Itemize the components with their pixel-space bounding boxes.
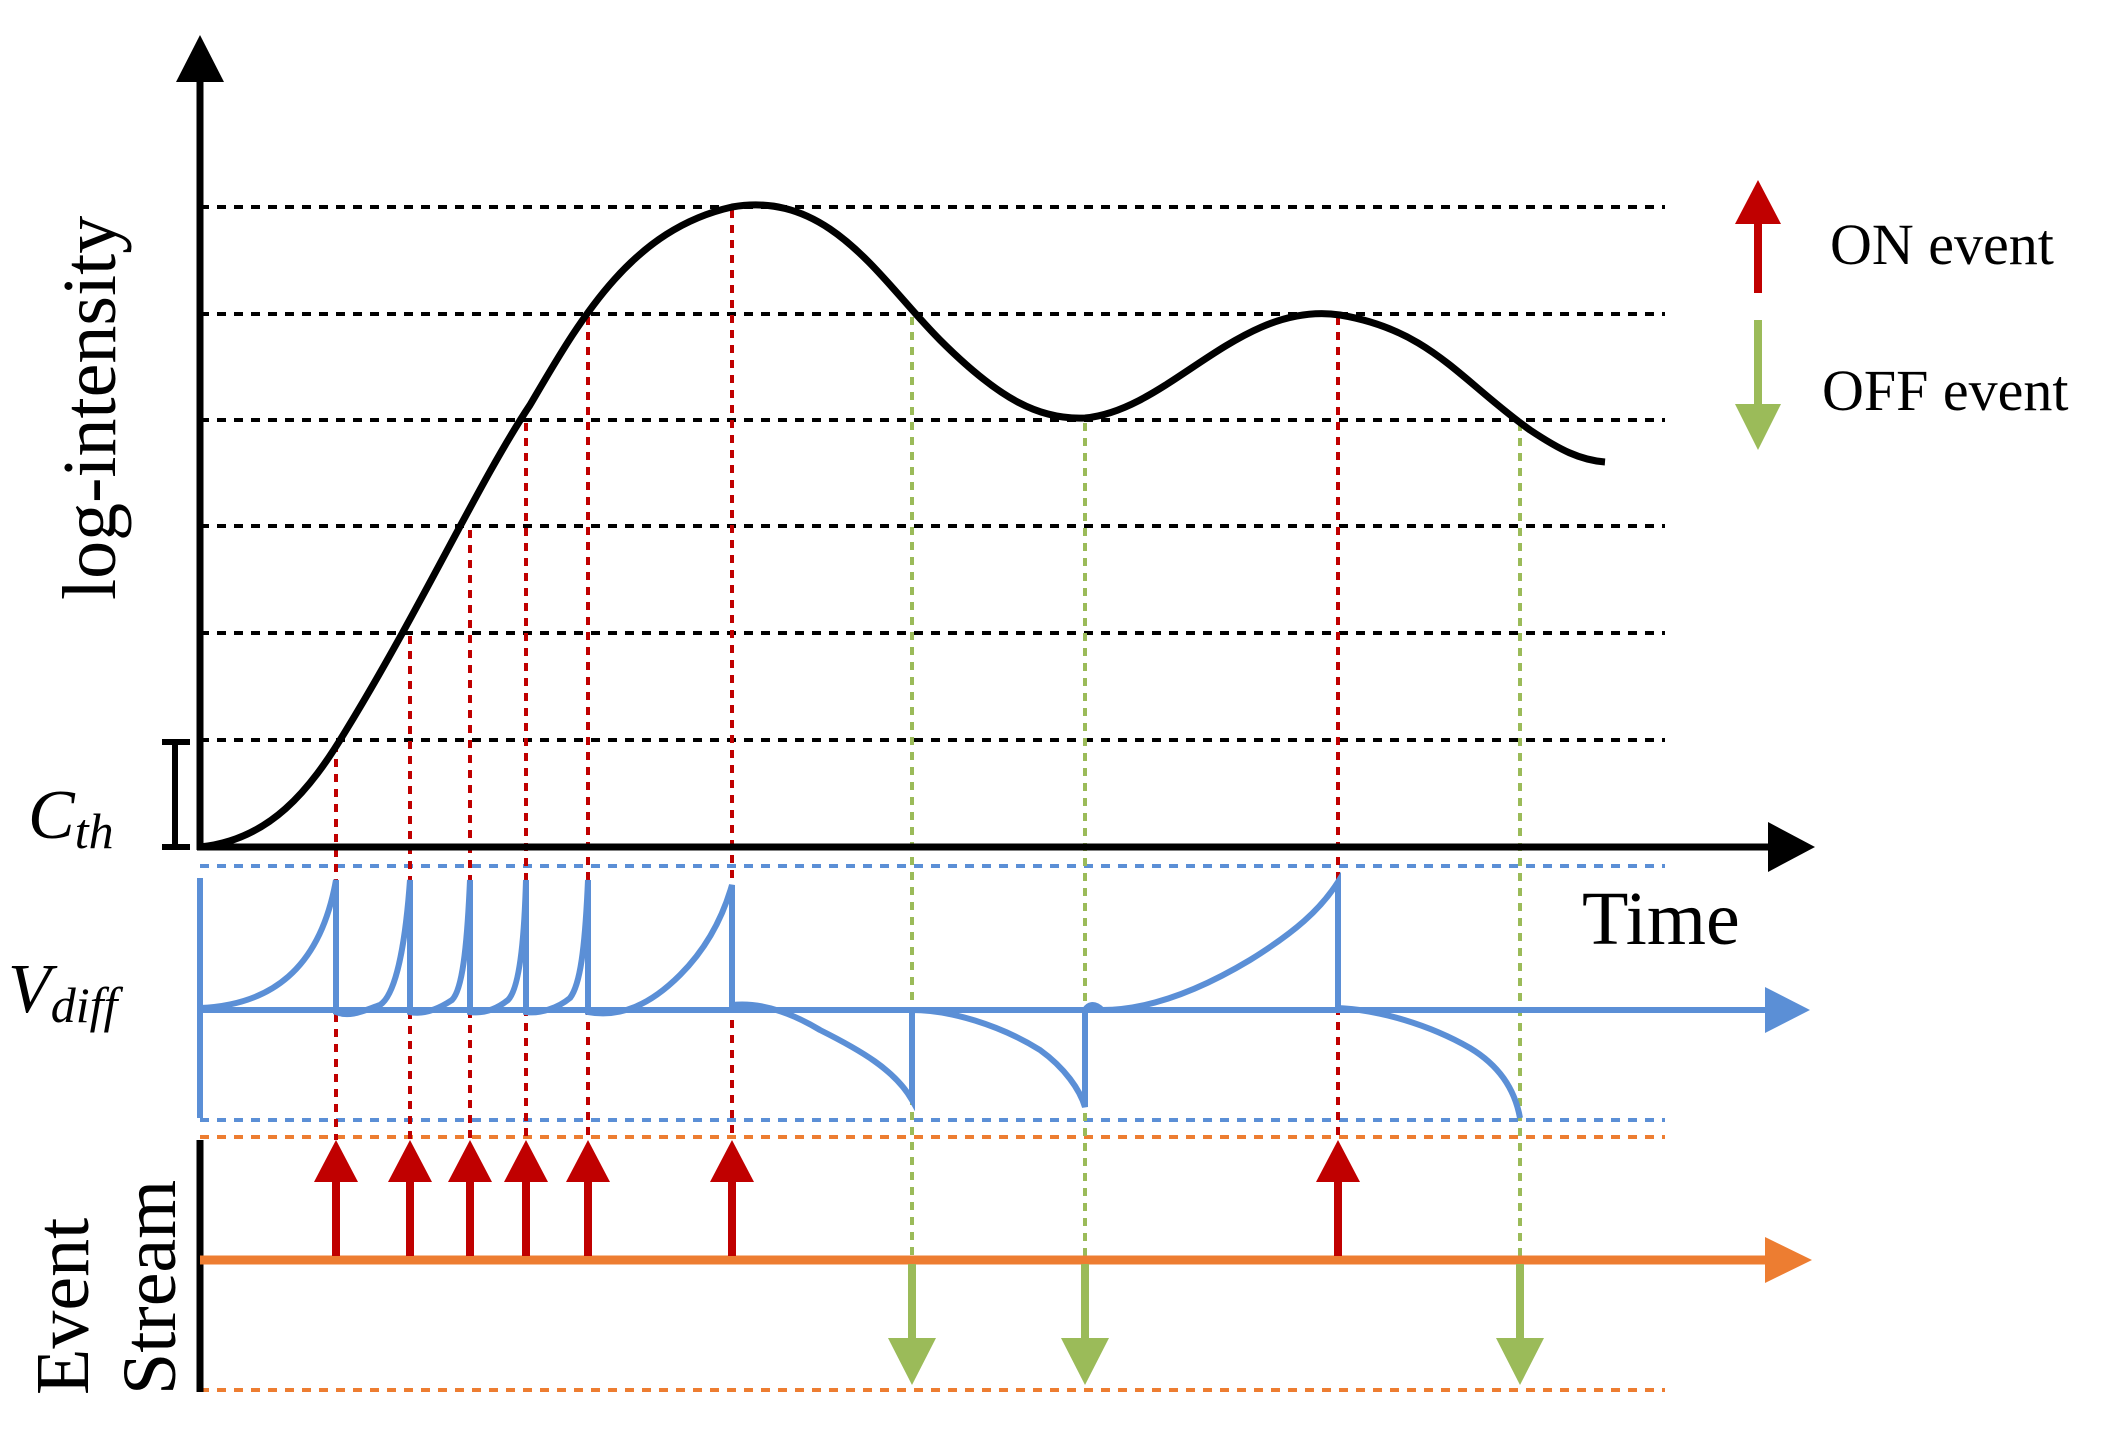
legend-on-label: ON event xyxy=(1830,212,2054,277)
y-axis-label: log-intensity xyxy=(48,216,132,600)
vdiff-label-main: V xyxy=(8,951,58,1028)
legend-on-arrow xyxy=(1735,180,1781,293)
vdiff-waveform xyxy=(199,871,1523,1119)
vdiff-label-sub: diff xyxy=(51,977,124,1033)
off-drop-lines xyxy=(910,317,1522,1345)
threshold-label-main: C xyxy=(28,777,76,854)
on-event-arrow-4 xyxy=(504,1140,548,1256)
y-axis-arrowhead xyxy=(176,35,224,82)
on-event-arrows xyxy=(314,1140,1360,1256)
threshold-label-sub: th xyxy=(75,803,114,859)
x-axis-label: Time xyxy=(1582,877,1740,961)
threshold-label: Cth xyxy=(28,777,114,859)
x-axis-arrowhead xyxy=(1768,822,1815,872)
vdiff-arrowhead xyxy=(1765,987,1810,1033)
on-event-arrow-7 xyxy=(1316,1140,1360,1256)
threshold-bracket xyxy=(162,739,190,850)
on-event-arrow-2 xyxy=(388,1140,432,1256)
event-stream-label-line2: Stream xyxy=(108,1180,192,1395)
off-event-arrow-3 xyxy=(1496,1264,1544,1385)
on-event-arrow-6 xyxy=(710,1140,754,1256)
on-event-arrow-3 xyxy=(448,1140,492,1256)
event-stream-label-line1: Event xyxy=(21,1218,105,1395)
vdiff-label: Vdiff xyxy=(8,951,124,1033)
off-event-arrow-1 xyxy=(888,1264,936,1385)
legend: ON event OFF event xyxy=(1735,180,2069,450)
legend-off-arrow xyxy=(1735,320,1781,450)
off-event-arrow-2 xyxy=(1061,1264,1109,1385)
on-event-arrow-1 xyxy=(314,1140,358,1256)
log-intensity-curve xyxy=(199,201,1606,851)
on-drop-lines xyxy=(334,210,1340,1140)
threshold-levels xyxy=(200,205,1665,742)
legend-off-label: OFF event xyxy=(1822,358,2069,423)
on-event-arrow-5 xyxy=(566,1140,610,1256)
event-stream-arrowhead xyxy=(1765,1237,1812,1283)
off-event-arrows xyxy=(888,1264,1544,1385)
